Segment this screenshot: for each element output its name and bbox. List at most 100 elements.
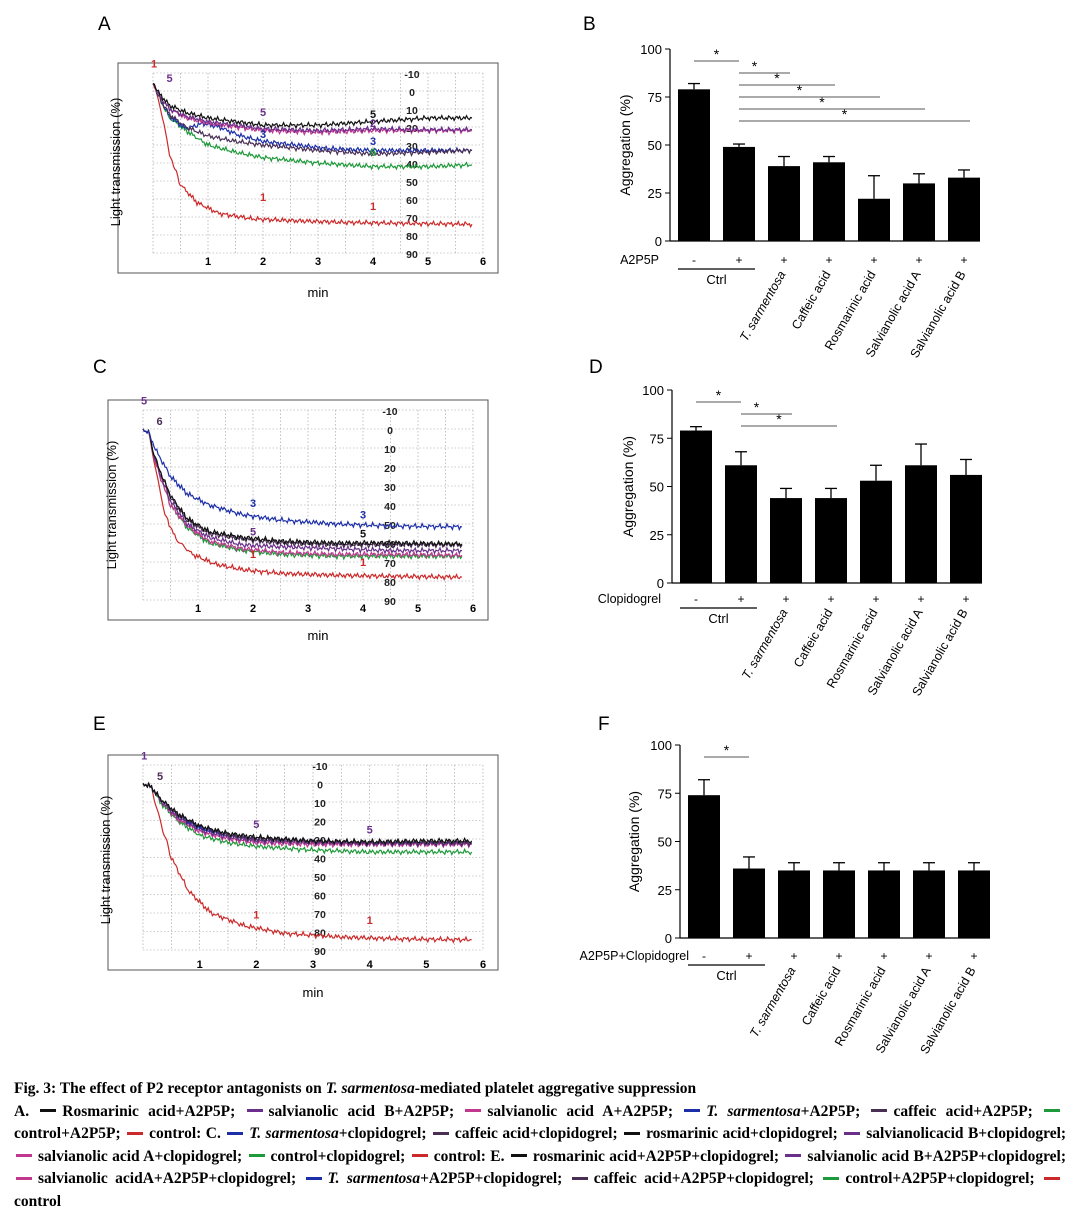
legend-swatch-green xyxy=(248,1154,265,1158)
legend-swatch-red xyxy=(411,1154,428,1158)
category-label: Caffeic acid xyxy=(799,964,844,1027)
legend-swatch-red xyxy=(1044,1176,1061,1180)
treatment-row-label: Clopidogrel xyxy=(598,592,661,606)
scale-label: 40 xyxy=(384,501,396,513)
legend-swatch-magenta xyxy=(16,1154,32,1158)
category-label: T. sarmentosa xyxy=(747,964,799,1039)
trace-marker: 5 xyxy=(367,824,373,836)
trace-frame xyxy=(107,399,489,621)
scale-label: 90 xyxy=(314,946,326,958)
trace-marker: 1 xyxy=(253,910,259,922)
x-tick-label: 2 xyxy=(253,959,259,971)
scale-label: 30 xyxy=(384,482,396,494)
legend-text: salvianolic acid A+clopidogrel; xyxy=(38,1147,243,1165)
legend-swatch-blue xyxy=(227,1131,244,1135)
bar xyxy=(905,465,937,583)
significance-star: * xyxy=(819,94,825,110)
y-tick-label: 25 xyxy=(658,883,672,898)
trace-series-magenta xyxy=(142,781,472,849)
bar xyxy=(680,430,712,583)
scale-label: 80 xyxy=(406,231,418,243)
panel-letter-b: B xyxy=(583,14,596,35)
x-tick-label: 6 xyxy=(470,603,476,615)
trace-marker: 6 xyxy=(370,147,376,159)
scale-label: -10 xyxy=(312,761,327,773)
legend-text: salvianolic acid B+A2P5P; xyxy=(268,1102,455,1120)
trace-series-purple xyxy=(142,781,472,848)
bar xyxy=(903,183,935,241)
trace-marker: 5 xyxy=(250,526,256,538)
significance-star: * xyxy=(774,70,780,86)
scale-label: 90 xyxy=(406,249,418,261)
significance-star: * xyxy=(752,58,758,74)
significance-star: * xyxy=(714,46,720,62)
y-axis-label: Aggregation (%) xyxy=(626,791,642,892)
treatment-sign: + xyxy=(880,949,887,963)
panel-letter-e: E xyxy=(93,714,106,735)
trace-marker: 1 xyxy=(360,557,366,569)
trace-series-black xyxy=(152,83,473,130)
bar xyxy=(725,465,757,583)
treatment-sign: + xyxy=(737,592,744,606)
treatment-sign: + xyxy=(835,949,842,963)
scale-label: 60 xyxy=(314,891,326,903)
legend-swatch-blue xyxy=(684,1109,701,1113)
legend-swatch-green xyxy=(1044,1109,1061,1113)
trace-marker: 1 xyxy=(151,59,157,71)
legend-swatch-black xyxy=(624,1131,641,1135)
significance-star: * xyxy=(797,82,803,98)
caption-title-part: Fig. 3: The effect of P2 receptor antago… xyxy=(14,1080,326,1097)
significance-star: * xyxy=(776,411,782,427)
scale-label: 90 xyxy=(384,596,396,608)
legend-text: +clopidogrel; xyxy=(338,1125,427,1142)
trace-series-red xyxy=(152,83,473,229)
trace-marker: 3 xyxy=(360,509,366,521)
x-tick-label: 2 xyxy=(260,256,266,268)
y-axis-label: Aggregation (%) xyxy=(620,436,636,537)
bar xyxy=(958,870,990,938)
y-tick-label: 100 xyxy=(640,42,662,57)
legend-text: rosmarinic acid+A2P5P+clopidogrel; xyxy=(532,1147,780,1165)
trace-marker: 1 xyxy=(260,192,266,204)
bar xyxy=(778,870,810,938)
caption-title-part: -mediated platelet aggregative suppressi… xyxy=(414,1080,697,1097)
treatment-sign: + xyxy=(960,253,967,267)
trace-series-blue xyxy=(142,781,472,847)
significance-star: * xyxy=(716,387,722,403)
x-tick-label: 1 xyxy=(197,959,203,971)
legend-swatch-purple xyxy=(246,1109,263,1113)
y-tick-label: 25 xyxy=(650,528,664,543)
bar xyxy=(723,146,755,241)
legend-text: salvianolic acid A+A2P5P; xyxy=(487,1102,674,1120)
trace-marker: 2 xyxy=(370,118,376,130)
legend-italic: T. sarmentosa xyxy=(249,1125,339,1142)
trace-marker: 1 xyxy=(250,549,256,561)
scale-label: 50 xyxy=(406,177,418,189)
trace-series-dark_purple xyxy=(142,781,472,847)
x-tick-label: 6 xyxy=(480,959,486,971)
x-tick-label: 4 xyxy=(370,256,377,268)
bar xyxy=(860,480,892,583)
bar xyxy=(813,162,845,241)
legend-text: control+A2P5P+clopidogrel; xyxy=(845,1170,1035,1187)
treatment-sign: + xyxy=(970,949,977,963)
bar xyxy=(868,870,900,938)
treatment-sign: + xyxy=(780,253,787,267)
panel-letter-a: A xyxy=(98,14,111,35)
y-tick-label: 75 xyxy=(658,786,672,801)
legend-text: +A2P5P; xyxy=(800,1102,861,1120)
scale-label: 40 xyxy=(314,854,326,866)
legend-swatch-red xyxy=(127,1131,144,1135)
scale-label: 0 xyxy=(317,780,323,792)
legend-text: salvianolic acid B+A2P5P+clopidogrel; xyxy=(807,1147,1067,1165)
treatment-sign: - xyxy=(694,592,698,606)
legend-text: control: xyxy=(149,1125,202,1142)
scale-label: 10 xyxy=(314,798,326,810)
legend-swatch-magenta xyxy=(16,1176,32,1180)
legend-text: control xyxy=(14,1192,62,1210)
legend-swatch-black xyxy=(40,1109,57,1113)
trace-marker: 1 xyxy=(367,915,373,927)
legend-text: Rosmarinic acid+A2P5P; xyxy=(62,1102,236,1120)
scale-label: 70 xyxy=(406,213,418,225)
